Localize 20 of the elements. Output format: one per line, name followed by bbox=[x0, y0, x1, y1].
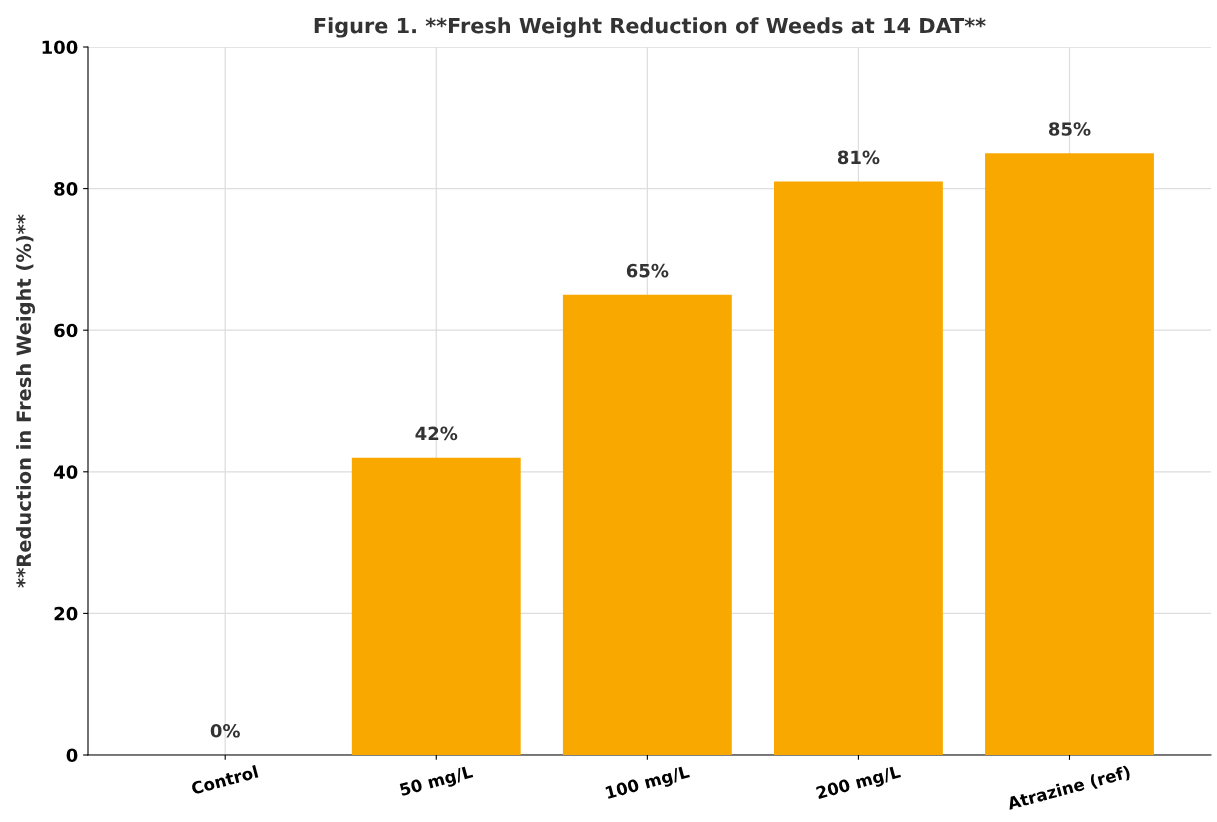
data-label: 85% bbox=[1048, 122, 1091, 136]
y-tick-label: 80 bbox=[54, 182, 78, 196]
data-label: 81% bbox=[837, 150, 880, 165]
data-label: 65% bbox=[626, 263, 669, 278]
y-axis-title: **Reduction in Fresh Weight (%)** bbox=[16, 214, 36, 588]
x-tick-label: 200 mg/L bbox=[815, 765, 902, 803]
data-label: 0% bbox=[210, 723, 240, 738]
y-tick-label: 100 bbox=[42, 40, 78, 55]
y-tick-label: 40 bbox=[53, 465, 78, 479]
y-tick-label: 60 bbox=[54, 323, 78, 338]
y-tick-label: 20 bbox=[54, 606, 78, 621]
x-tick-label: 100 mg/L bbox=[605, 765, 691, 803]
bar bbox=[351, 457, 521, 755]
data-label: 42% bbox=[415, 426, 458, 441]
chart-title: Figure 1. **Fresh Weight Reduction of Weeds at 14 DAT** bbox=[314, 17, 986, 38]
bar bbox=[985, 153, 1154, 755]
y-tick-label: 0 bbox=[66, 748, 78, 763]
x-tick-label: 50 mg/L bbox=[399, 765, 475, 800]
bar bbox=[562, 294, 732, 755]
bar bbox=[773, 181, 943, 755]
